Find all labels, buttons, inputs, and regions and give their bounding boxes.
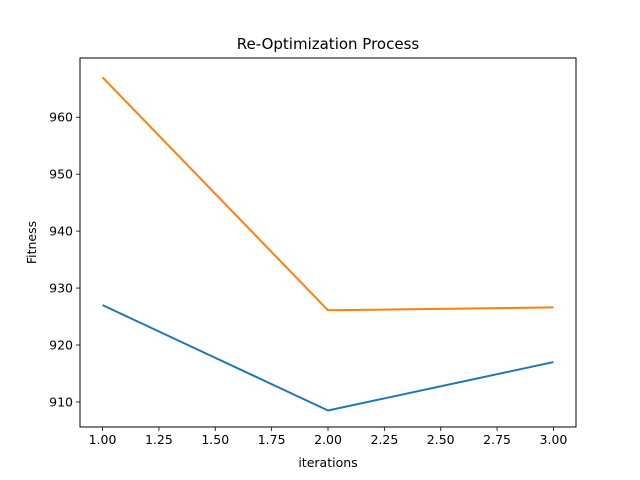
y-axis: 910 920 930 940 950 960 (49, 110, 80, 409)
y-tick-label: 960 (49, 110, 73, 125)
x-tick-label: 1.50 (201, 432, 229, 447)
x-tick-label: 2.75 (483, 432, 511, 447)
y-tick-label: 920 (49, 338, 73, 353)
y-tick-label: 940 (49, 224, 73, 239)
series-line-2 (101, 76, 554, 312)
x-tick-label: 1.75 (258, 432, 286, 447)
y-axis-label: Fitness (24, 221, 39, 264)
x-axis: 1.00 1.25 1.50 1.75 2.00 2.25 2.50 2.75 3.00 (89, 427, 568, 447)
y-tick-label: 950 (49, 167, 73, 182)
series-layer (101, 76, 554, 412)
y-tick-label: 910 (49, 394, 73, 409)
x-tick-label: 1.25 (145, 432, 173, 447)
x-tick-label: 2.50 (427, 432, 455, 447)
x-axis-label: iterations (298, 455, 357, 470)
chart-title: Re-Optimization Process (237, 35, 420, 53)
y-tick-label: 930 (49, 281, 73, 296)
x-tick-label: 2.00 (314, 432, 342, 447)
x-tick-label: 2.25 (370, 432, 398, 447)
x-tick-label: 3.00 (540, 432, 568, 447)
x-tick-label: 1.00 (89, 432, 117, 447)
series-line-1 (102, 304, 554, 412)
